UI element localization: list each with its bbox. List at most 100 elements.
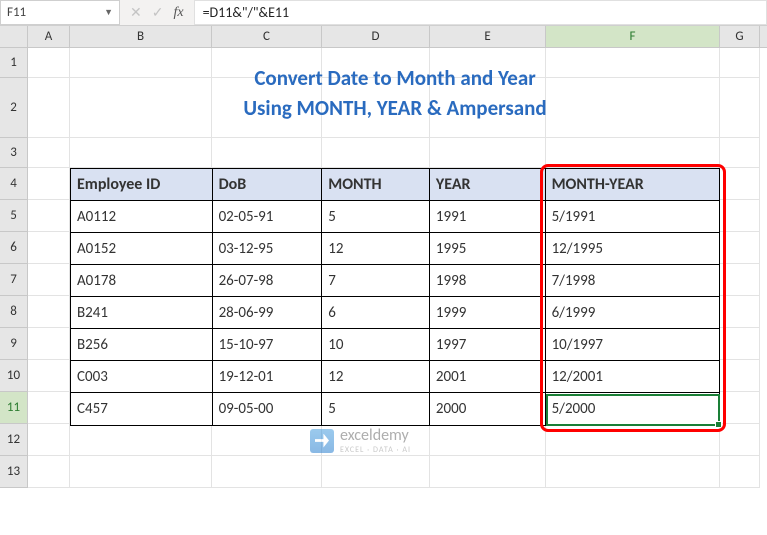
- cell[interactable]: [322, 78, 430, 138]
- cell[interactable]: [28, 424, 70, 456]
- cell[interactable]: [546, 138, 720, 168]
- cell[interactable]: [322, 138, 430, 168]
- cell[interactable]: [546, 48, 720, 78]
- row-header-12[interactable]: 12: [0, 424, 28, 456]
- cell[interactable]: [28, 200, 70, 232]
- cell-month[interactable]: 5: [322, 393, 430, 425]
- cell-dob[interactable]: 15-10-97: [213, 329, 323, 360]
- row-header-5[interactable]: 5: [0, 200, 28, 232]
- th-employee-id[interactable]: Employee ID: [71, 169, 213, 200]
- th-month-year[interactable]: MONTH-YEAR: [546, 169, 719, 200]
- cell[interactable]: [720, 138, 760, 168]
- select-all-corner[interactable]: [0, 26, 28, 47]
- cell-employee-id[interactable]: A0178: [71, 265, 213, 296]
- th-dob[interactable]: DoB: [213, 169, 323, 200]
- cell-dob[interactable]: 02-05-91: [213, 201, 323, 232]
- cell[interactable]: [720, 168, 760, 200]
- cell-month-year[interactable]: 10/1997: [546, 329, 719, 360]
- cell-employee-id[interactable]: A0152: [71, 233, 213, 264]
- cell-dob[interactable]: 26-07-98: [213, 265, 323, 296]
- row-header-4[interactable]: 4: [0, 168, 28, 200]
- cell-month-year[interactable]: 12/2001: [546, 361, 719, 392]
- col-header-C[interactable]: C: [212, 26, 322, 47]
- col-header-E[interactable]: E: [430, 26, 546, 47]
- row-header-10[interactable]: 10: [0, 360, 28, 392]
- cell[interactable]: [430, 456, 546, 488]
- cancel-icon[interactable]: ✕: [130, 4, 142, 21]
- cell[interactable]: [70, 48, 212, 78]
- cell[interactable]: [28, 232, 70, 264]
- chevron-down-icon[interactable]: ▼: [104, 7, 113, 18]
- cell-employee-id[interactable]: C457: [71, 393, 213, 425]
- cell[interactable]: [720, 424, 760, 456]
- formula-bar[interactable]: =D11&"/"&E11: [195, 0, 767, 25]
- cell-year[interactable]: 1998: [430, 265, 546, 296]
- cell-dob[interactable]: 19-12-01: [213, 361, 323, 392]
- insert-function-icon[interactable]: fx: [173, 5, 183, 21]
- col-header-A[interactable]: A: [28, 26, 70, 47]
- row-header-6[interactable]: 6: [0, 232, 28, 264]
- cell[interactable]: [546, 78, 720, 138]
- col-header-F[interactable]: F: [546, 26, 720, 47]
- cell-year[interactable]: 2000: [430, 393, 546, 425]
- enter-icon[interactable]: ✓: [152, 4, 164, 21]
- cell[interactable]: [28, 264, 70, 296]
- cell[interactable]: [720, 232, 760, 264]
- cell[interactable]: [212, 48, 322, 78]
- cell[interactable]: [430, 138, 546, 168]
- cell-month[interactable]: 10: [322, 329, 430, 360]
- row-header-7[interactable]: 7: [0, 264, 28, 296]
- col-header-B[interactable]: B: [70, 26, 212, 47]
- cell-employee-id[interactable]: B241: [71, 297, 213, 328]
- col-header-G[interactable]: G: [720, 26, 760, 47]
- cell-month[interactable]: 12: [322, 361, 430, 392]
- cell-dob[interactable]: 09-05-00: [213, 393, 323, 425]
- cell[interactable]: [212, 456, 322, 488]
- cell-month[interactable]: 6: [322, 297, 430, 328]
- cell-month[interactable]: 7: [322, 265, 430, 296]
- cell-month-year[interactable]: 12/1995: [546, 233, 719, 264]
- cell[interactable]: [430, 48, 546, 78]
- cell-month[interactable]: 12: [322, 233, 430, 264]
- row-header-8[interactable]: 8: [0, 296, 28, 328]
- cell[interactable]: [212, 138, 322, 168]
- cell-dob[interactable]: 03-12-95: [213, 233, 323, 264]
- cell[interactable]: [720, 264, 760, 296]
- row-header-2[interactable]: 2: [0, 78, 28, 138]
- cell[interactable]: [70, 78, 212, 138]
- col-header-D[interactable]: D: [322, 26, 430, 47]
- cell[interactable]: [720, 456, 760, 488]
- cell-month-year[interactable]: 5/2000: [546, 393, 719, 425]
- cell-dob[interactable]: 28-06-99: [213, 297, 323, 328]
- cell[interactable]: [720, 78, 760, 138]
- cell[interactable]: [720, 392, 760, 424]
- cell[interactable]: [28, 78, 70, 138]
- cell[interactable]: [28, 168, 70, 200]
- cell[interactable]: [430, 78, 546, 138]
- row-header-3[interactable]: 3: [0, 138, 28, 168]
- row-header-1[interactable]: 1: [0, 48, 28, 78]
- name-box[interactable]: F11 ▼: [0, 0, 120, 25]
- cell-employee-id[interactable]: B256: [71, 329, 213, 360]
- cell[interactable]: [28, 392, 70, 424]
- cell[interactable]: [28, 328, 70, 360]
- th-year[interactable]: YEAR: [430, 169, 546, 200]
- th-month[interactable]: MONTH: [322, 169, 430, 200]
- cell[interactable]: [430, 424, 546, 456]
- cell[interactable]: [720, 360, 760, 392]
- cell-year[interactable]: 1995: [430, 233, 546, 264]
- cell[interactable]: [720, 200, 760, 232]
- cell[interactable]: [70, 424, 212, 456]
- cell-year[interactable]: 1999: [430, 297, 546, 328]
- cell-employee-id[interactable]: C003: [71, 361, 213, 392]
- fill-handle[interactable]: [715, 421, 722, 428]
- cell[interactable]: [720, 296, 760, 328]
- cell[interactable]: [322, 424, 430, 456]
- cell[interactable]: [70, 138, 212, 168]
- cell[interactable]: [322, 456, 430, 488]
- cell-employee-id[interactable]: A0112: [71, 201, 213, 232]
- cell[interactable]: [28, 296, 70, 328]
- cell[interactable]: [212, 424, 322, 456]
- cell[interactable]: [720, 48, 760, 78]
- cell[interactable]: [28, 138, 70, 168]
